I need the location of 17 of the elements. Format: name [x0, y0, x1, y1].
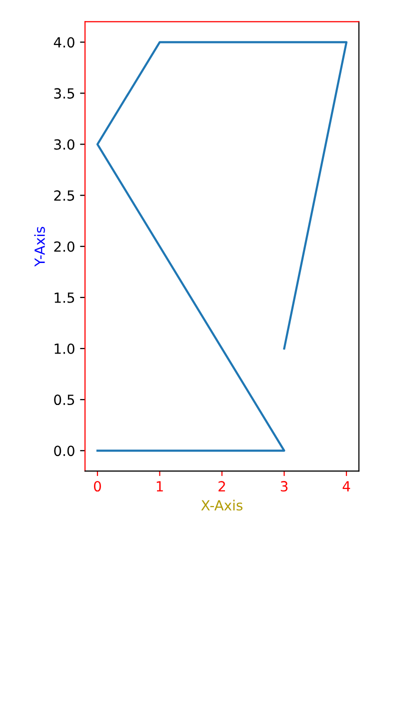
x-tick-label: 1 — [156, 481, 163, 492]
x-tick-label: 4 — [342, 481, 350, 492]
y-tick-label: 3.0 — [54, 139, 74, 150]
y-tick-label: 2.0 — [54, 241, 74, 252]
x-tick-label: 3 — [280, 481, 288, 492]
y-tick-label: 3.5 — [54, 88, 74, 99]
y-tick-label: 1.0 — [54, 343, 74, 354]
y-tick-label: 0.5 — [54, 394, 74, 406]
x-tick-label: 2 — [218, 481, 225, 492]
y-axis-title: Y-Axis — [34, 226, 45, 267]
x-axis-title: X-Axis — [201, 500, 242, 511]
y-tick-label: 1.5 — [54, 292, 74, 303]
y-tick-label: 0.0 — [54, 446, 74, 456]
y-tick-label: 4.0 — [54, 37, 74, 48]
y-tick-label: 2.5 — [54, 190, 74, 201]
line-series — [96, 41, 348, 452]
x-tick-label: 0 — [94, 481, 101, 492]
